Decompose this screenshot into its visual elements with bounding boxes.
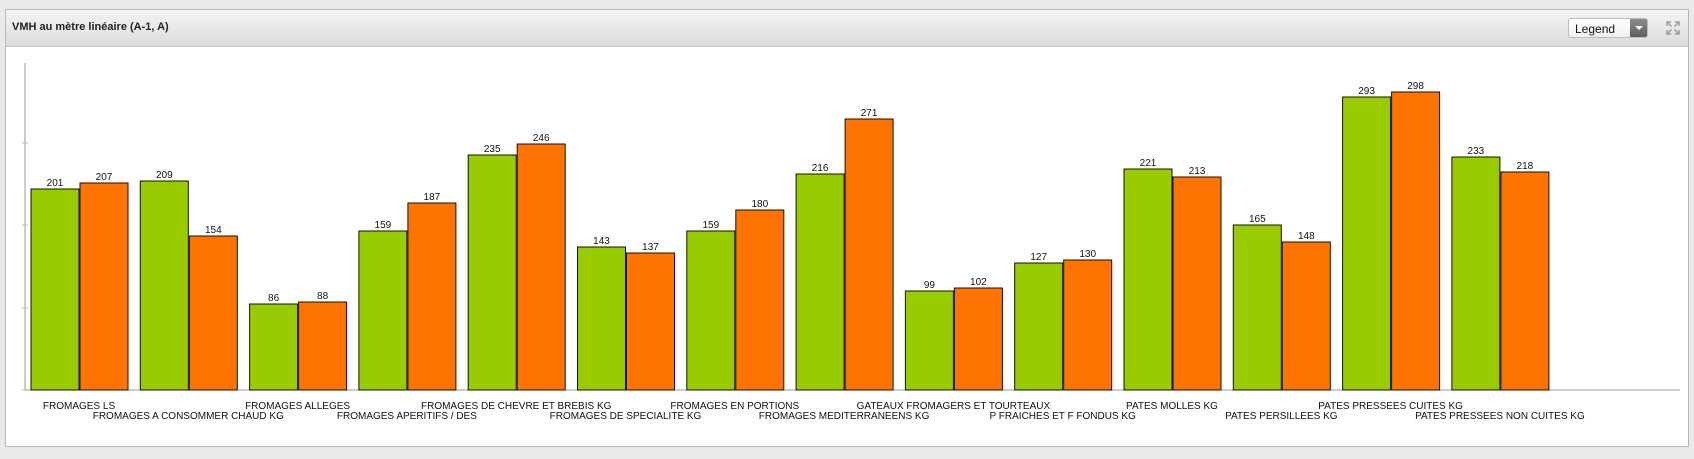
bar bbox=[577, 246, 626, 391]
data-label: 130 bbox=[1079, 249, 1096, 260]
data-label: 86 bbox=[268, 293, 280, 304]
panel-header: VMH au mètre linéaire (A-1, A) Legend bbox=[6, 10, 1688, 47]
x-tick-label: PATES PRESSEES CUITES KG bbox=[1318, 401, 1463, 412]
bar bbox=[795, 173, 845, 391]
chevron-down-icon[interactable] bbox=[1630, 19, 1647, 37]
data-label: 207 bbox=[96, 172, 113, 183]
data-label: 159 bbox=[375, 220, 392, 231]
bar bbox=[1232, 224, 1282, 391]
data-label: 218 bbox=[1517, 161, 1534, 172]
data-label: 180 bbox=[751, 199, 768, 210]
x-tick-label: P FRAICHES ET F FONDUS KG bbox=[990, 411, 1137, 422]
data-label: 298 bbox=[1407, 81, 1424, 92]
data-label: 165 bbox=[1249, 214, 1266, 225]
bar bbox=[30, 188, 80, 391]
data-label: 271 bbox=[861, 108, 878, 119]
data-label: 127 bbox=[1030, 252, 1047, 263]
data-label: 137 bbox=[642, 242, 659, 253]
bar bbox=[407, 202, 457, 391]
bar bbox=[467, 154, 517, 391]
bar bbox=[79, 182, 129, 391]
data-label: 221 bbox=[1140, 158, 1157, 169]
x-tick-label: PATES PERSILLEES KG bbox=[1225, 411, 1338, 422]
data-label: 293 bbox=[1358, 86, 1375, 97]
x-tick-label: FROMAGES MEDITERRANEENS KG bbox=[759, 411, 930, 422]
x-tick-label: FROMAGES APERITIFS / DES bbox=[337, 411, 477, 422]
data-label: 143 bbox=[593, 236, 610, 247]
data-label: 246 bbox=[533, 133, 550, 144]
x-tick-label: FROMAGES A CONSOMMER CHAUD KG bbox=[93, 411, 284, 422]
data-label: 148 bbox=[1298, 231, 1315, 242]
data-label: 99 bbox=[924, 280, 936, 291]
bar bbox=[358, 230, 408, 391]
legend-dropdown-value: Legend bbox=[1575, 22, 1616, 36]
data-label: 187 bbox=[424, 192, 441, 203]
legend-dropdown[interactable]: Legend bbox=[1568, 18, 1648, 38]
data-label: 209 bbox=[156, 170, 173, 181]
bar bbox=[626, 252, 675, 391]
x-tick-label: PATES MOLLES KG bbox=[1126, 401, 1218, 412]
bar bbox=[516, 143, 566, 391]
bar bbox=[904, 290, 954, 391]
data-label: 235 bbox=[484, 144, 501, 155]
bar bbox=[1391, 91, 1441, 391]
bar bbox=[139, 180, 189, 391]
bar bbox=[1451, 156, 1501, 391]
x-tick-label: FROMAGES DE CHEVRE ET BREBIS KG bbox=[421, 401, 612, 412]
bar bbox=[1281, 241, 1331, 391]
data-label: 213 bbox=[1189, 166, 1206, 177]
data-label: 102 bbox=[970, 277, 987, 288]
bar-chart: 201 207 FROMAGES LS 209 154 FROMAGES A CONSOM… bbox=[22, 63, 1680, 422]
x-tick-label: GATEAUX FROMAGERS ET TOURTEAUX bbox=[857, 401, 1051, 412]
bar bbox=[1063, 259, 1113, 391]
x-tick-label: FROMAGES EN PORTIONS bbox=[670, 401, 799, 412]
x-tick-label: FROMAGES LS bbox=[43, 401, 116, 412]
data-label: 216 bbox=[812, 163, 829, 174]
chart-title: VMH au mètre linéaire (A-1, A) bbox=[12, 21, 169, 33]
bar bbox=[1014, 262, 1064, 391]
bar bbox=[249, 303, 299, 391]
expand-icon[interactable] bbox=[1665, 20, 1681, 36]
chart-panel: VMH au mètre linéaire (A-1, A) Legend 20… bbox=[5, 9, 1689, 447]
x-tick-label: FROMAGES DE SPECIALITE KG bbox=[550, 411, 702, 422]
bar bbox=[1500, 171, 1550, 391]
bar bbox=[735, 209, 785, 391]
x-tick-label: FROMAGES ALLEGES bbox=[245, 401, 350, 412]
data-label: 201 bbox=[47, 178, 64, 189]
bar bbox=[298, 301, 348, 391]
bar bbox=[953, 287, 1003, 391]
bar bbox=[1172, 176, 1222, 391]
data-label: 88 bbox=[317, 291, 329, 302]
bar bbox=[686, 230, 736, 391]
data-label: 154 bbox=[205, 225, 222, 236]
bar bbox=[1342, 96, 1392, 391]
x-tick-label: PATES PRESSEES NON CUITES KG bbox=[1415, 411, 1585, 422]
bar bbox=[1123, 168, 1173, 391]
data-label: 233 bbox=[1468, 146, 1485, 157]
bar bbox=[188, 235, 238, 391]
bar bbox=[844, 118, 894, 391]
data-label: 159 bbox=[702, 220, 719, 231]
